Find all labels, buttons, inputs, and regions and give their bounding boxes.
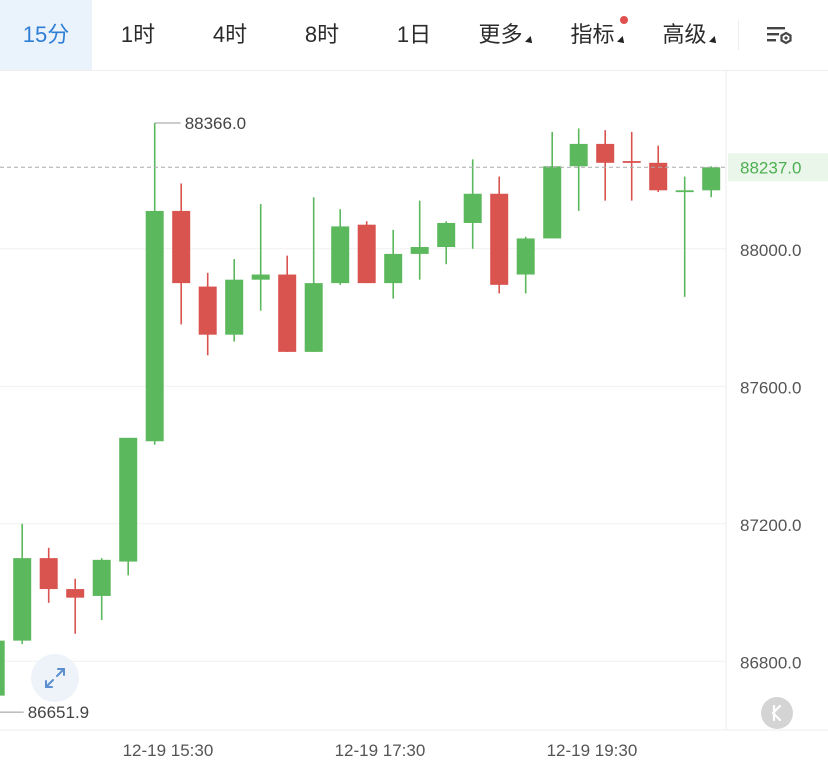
tab-1d[interactable]: 1日 bbox=[368, 0, 460, 70]
candle-body[interactable] bbox=[649, 162, 668, 191]
candle-body[interactable] bbox=[39, 558, 58, 590]
dropdown-triangle-icon bbox=[708, 36, 719, 46]
candle-body[interactable] bbox=[278, 274, 297, 352]
candle-body[interactable] bbox=[463, 193, 482, 223]
current-price-tag bbox=[728, 153, 828, 182]
x-tick-label: 12-19 17:30 bbox=[335, 741, 426, 760]
candle-body[interactable] bbox=[0, 640, 5, 696]
tab-15m-label: 15分 bbox=[22, 22, 70, 47]
dropdown-triangle-icon bbox=[616, 36, 627, 46]
chart-settings-button[interactable] bbox=[760, 21, 800, 51]
notification-dot-icon bbox=[620, 16, 628, 24]
chart-settings-icon bbox=[767, 27, 792, 45]
tab-1h-label: 1时 bbox=[120, 22, 156, 47]
candle-body[interactable] bbox=[437, 222, 456, 248]
current-price-label: 88237.0 bbox=[740, 158, 801, 177]
dropdown-triangle-icon bbox=[524, 36, 535, 46]
candle-body[interactable] bbox=[251, 274, 270, 280]
candle-body[interactable] bbox=[410, 247, 429, 254]
candle-body[interactable] bbox=[490, 193, 509, 285]
scroll-to-latest-button[interactable] bbox=[761, 697, 793, 729]
candle-body[interactable] bbox=[119, 437, 138, 562]
tab-8h[interactable]: 8时 bbox=[276, 0, 368, 70]
candle-body[interactable] bbox=[225, 279, 244, 335]
tab-1d-label: 1日 bbox=[396, 22, 432, 47]
toolbar-divider bbox=[738, 20, 739, 50]
x-tick-label: 12-19 19:30 bbox=[547, 741, 638, 760]
candle-body[interactable] bbox=[384, 253, 403, 284]
tab-4h[interactable]: 4时 bbox=[184, 0, 276, 70]
y-tick-label: 87200.0 bbox=[740, 516, 801, 535]
candle-body[interactable] bbox=[622, 161, 641, 163]
candle-body[interactable] bbox=[569, 143, 588, 167]
candle-body[interactable] bbox=[543, 166, 562, 239]
tab-15m[interactable]: 15分 bbox=[0, 0, 92, 70]
expand-icon bbox=[45, 668, 65, 688]
tab-4h-label: 4时 bbox=[212, 22, 248, 47]
candle-body[interactable] bbox=[596, 143, 615, 163]
low-price-label: 86651.9 bbox=[28, 703, 89, 722]
tab-more[interactable]: 更多 bbox=[460, 0, 552, 70]
timeframe-toolbar: 15分 1时 4时 8时 1日 更多 指标 高级 bbox=[0, 0, 828, 71]
expand-icon-stroke bbox=[45, 679, 54, 688]
tab-indicators-label: 指标 bbox=[570, 22, 615, 47]
candle-body[interactable] bbox=[304, 283, 323, 352]
y-tick-label: 88000.0 bbox=[740, 241, 801, 260]
candle-body[interactable] bbox=[357, 224, 376, 284]
tab-8h-label: 8时 bbox=[304, 22, 340, 47]
candle-body[interactable] bbox=[92, 559, 111, 596]
candle-body[interactable] bbox=[172, 210, 191, 284]
y-tick-label: 86800.0 bbox=[740, 653, 801, 672]
tab-more-label: 更多 bbox=[478, 22, 523, 47]
candle-body[interactable] bbox=[516, 238, 535, 275]
tab-advanced[interactable]: 高级 bbox=[644, 0, 736, 70]
high-price-label: 88366.0 bbox=[185, 114, 246, 133]
tab-advanced-label: 高级 bbox=[662, 22, 707, 47]
chevron-left-icon bbox=[771, 704, 782, 722]
tab-indicators[interactable]: 指标 bbox=[552, 0, 644, 70]
expand-icon-stroke bbox=[56, 668, 65, 677]
candle-body[interactable] bbox=[66, 589, 85, 598]
candle-body[interactable] bbox=[331, 226, 350, 284]
candle-body[interactable] bbox=[13, 558, 32, 641]
y-tick-label: 87600.0 bbox=[740, 378, 801, 397]
x-tick-label: 12-19 15:30 bbox=[123, 741, 214, 760]
candle-body[interactable] bbox=[675, 190, 694, 193]
candle-body[interactable] bbox=[198, 286, 217, 335]
candle-body[interactable] bbox=[145, 210, 164, 442]
tab-1h[interactable]: 1时 bbox=[92, 0, 184, 70]
expand-button[interactable] bbox=[31, 654, 79, 702]
candle-body[interactable] bbox=[702, 167, 721, 191]
